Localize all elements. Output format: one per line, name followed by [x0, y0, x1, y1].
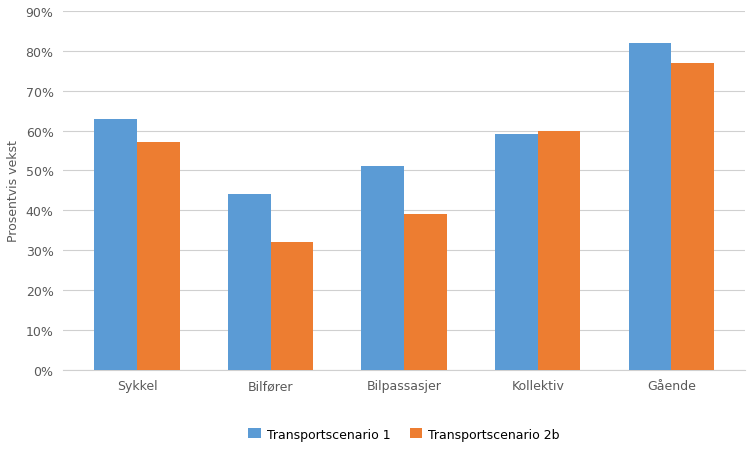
- Y-axis label: Prosentvis vekst: Prosentvis vekst: [7, 140, 20, 242]
- Legend: Transportscenario 1, Transportscenario 2b: Transportscenario 1, Transportscenario 2…: [244, 423, 565, 446]
- Bar: [404, 215, 447, 370]
- Bar: [629, 44, 672, 370]
- Bar: [137, 143, 180, 370]
- Bar: [538, 131, 581, 370]
- Bar: [362, 167, 404, 370]
- Bar: [94, 119, 137, 370]
- Bar: [228, 195, 271, 370]
- Bar: [495, 135, 538, 370]
- Bar: [672, 64, 714, 370]
- Bar: [271, 243, 314, 370]
